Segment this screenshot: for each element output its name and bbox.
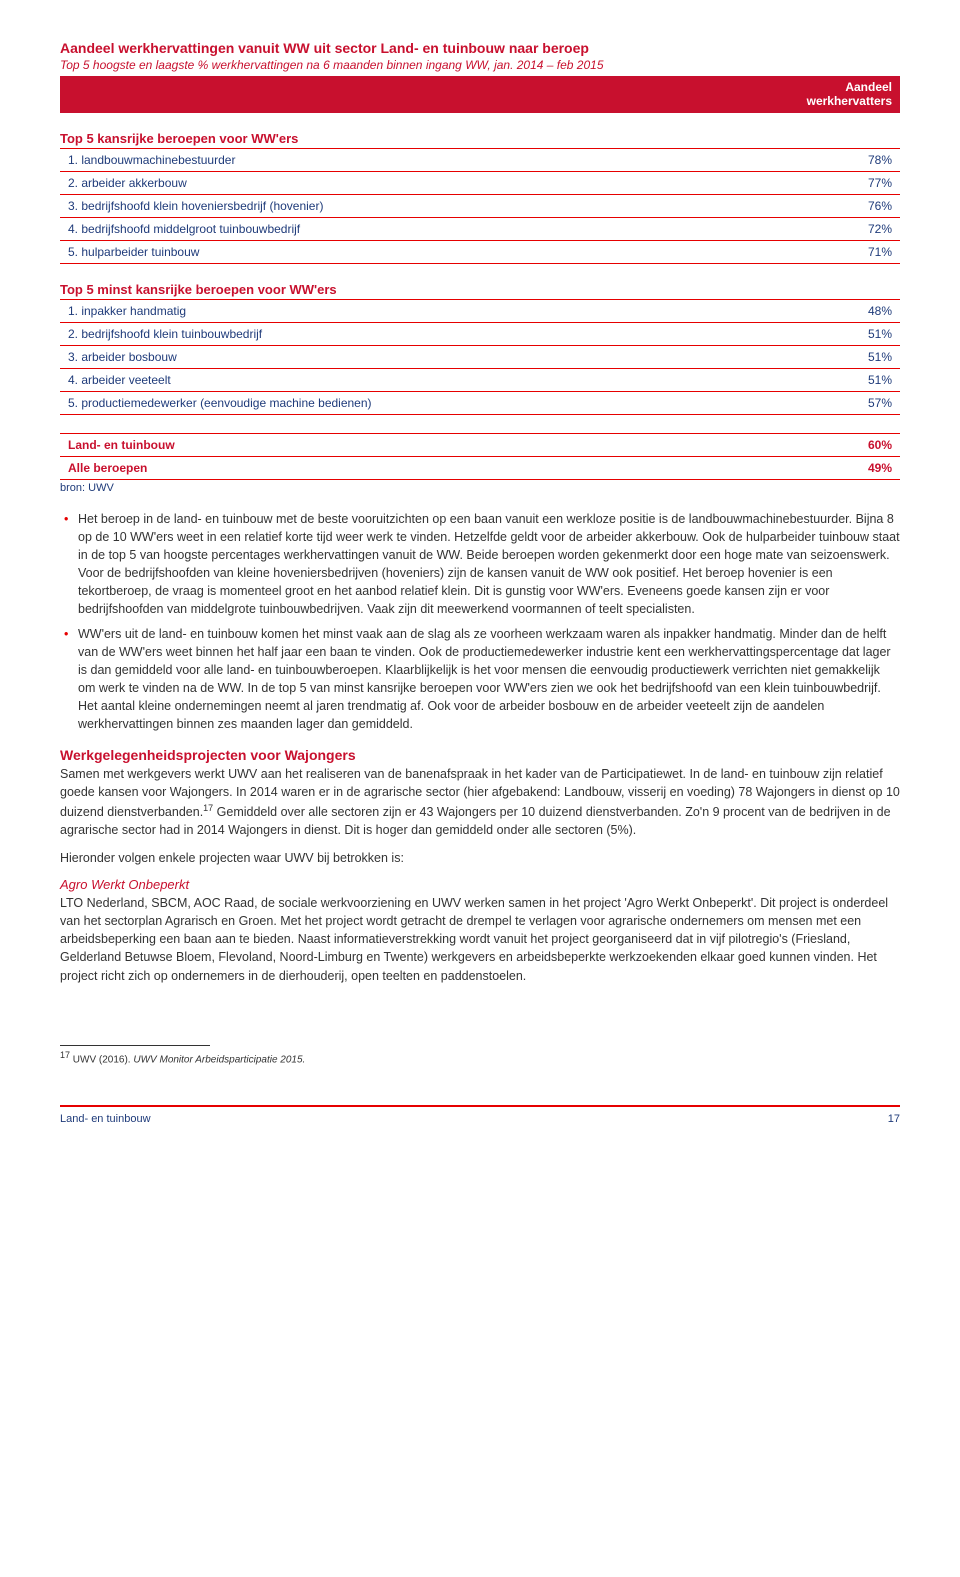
table-row: 4. arbeider veeteelt51% (60, 368, 900, 391)
project-title: Agro Werkt Onbeperkt (60, 877, 900, 892)
table-summary: Land- en tuinbouw60% Alle beroepen49% (60, 433, 900, 480)
bullet-list: Het beroep in de land- en tuinbouw met d… (60, 510, 900, 734)
table-top5-rows: 1. landbouwmachinebestuurder78% 2. arbei… (60, 148, 900, 264)
top5-header: Top 5 kansrijke beroepen voor WW'ers (60, 131, 900, 146)
table-row: 3. bedrijfshoofd klein hoveniersbedrijf … (60, 194, 900, 217)
table-row: 5. productiemedewerker (eenvoudige machi… (60, 391, 900, 414)
page-footer: Land- en tuinbouw 17 (60, 1113, 900, 1125)
footer-page-number: 17 (888, 1113, 900, 1125)
table-row: 2. bedrijfshoofd klein tuinbouwbedrijf51… (60, 322, 900, 345)
paragraph: Hieronder volgen enkele projecten waar U… (60, 849, 900, 867)
source-label: bron: UWV (60, 482, 900, 494)
table-row: Land- en tuinbouw60% (60, 433, 900, 456)
table-row: 5. hulparbeider tuinbouw71% (60, 240, 900, 263)
footnote-ref: 17 (203, 803, 213, 813)
table-row: 1. inpakker handmatig48% (60, 299, 900, 322)
page-footer-rule (60, 1105, 900, 1107)
table-row: 3. arbeider bosbouw51% (60, 345, 900, 368)
table-bot5-rows: 1. inpakker handmatig48% 2. bedrijfshoof… (60, 299, 900, 415)
list-item: Het beroep in de land- en tuinbouw met d… (78, 510, 900, 619)
bot5-header: Top 5 minst kansrijke beroepen voor WW'e… (60, 282, 900, 297)
footnote: 17 UWV (2016). UWV Monitor Arbeidspartic… (60, 1050, 900, 1065)
list-item: WW'ers uit de land- en tuinbouw komen he… (78, 625, 900, 734)
paragraph: LTO Nederland, SBCM, AOC Raad, de social… (60, 894, 900, 985)
table-row: Alle beroepen49% (60, 456, 900, 479)
table-row: 1. landbouwmachinebestuurder78% (60, 148, 900, 171)
table-row: 4. bedrijfshoofd middelgroot tuinbouwbed… (60, 217, 900, 240)
table-row: 2. arbeider akkerbouw77% (60, 171, 900, 194)
col-header: Aandeelwerkhervatters (60, 76, 900, 113)
footnote-rule (60, 1045, 210, 1046)
page-subtitle: Top 5 hoogste en laagste % werkhervattin… (60, 58, 900, 72)
section-heading: Werkgelegenheidsprojecten voor Wajongers (60, 747, 900, 763)
table-top5: Aandeelwerkhervatters (60, 76, 900, 113)
paragraph: Samen met werkgevers werkt UWV aan het r… (60, 765, 900, 839)
page-title: Aandeel werkhervattingen vanuit WW uit s… (60, 40, 900, 56)
footer-left: Land- en tuinbouw (60, 1113, 151, 1125)
